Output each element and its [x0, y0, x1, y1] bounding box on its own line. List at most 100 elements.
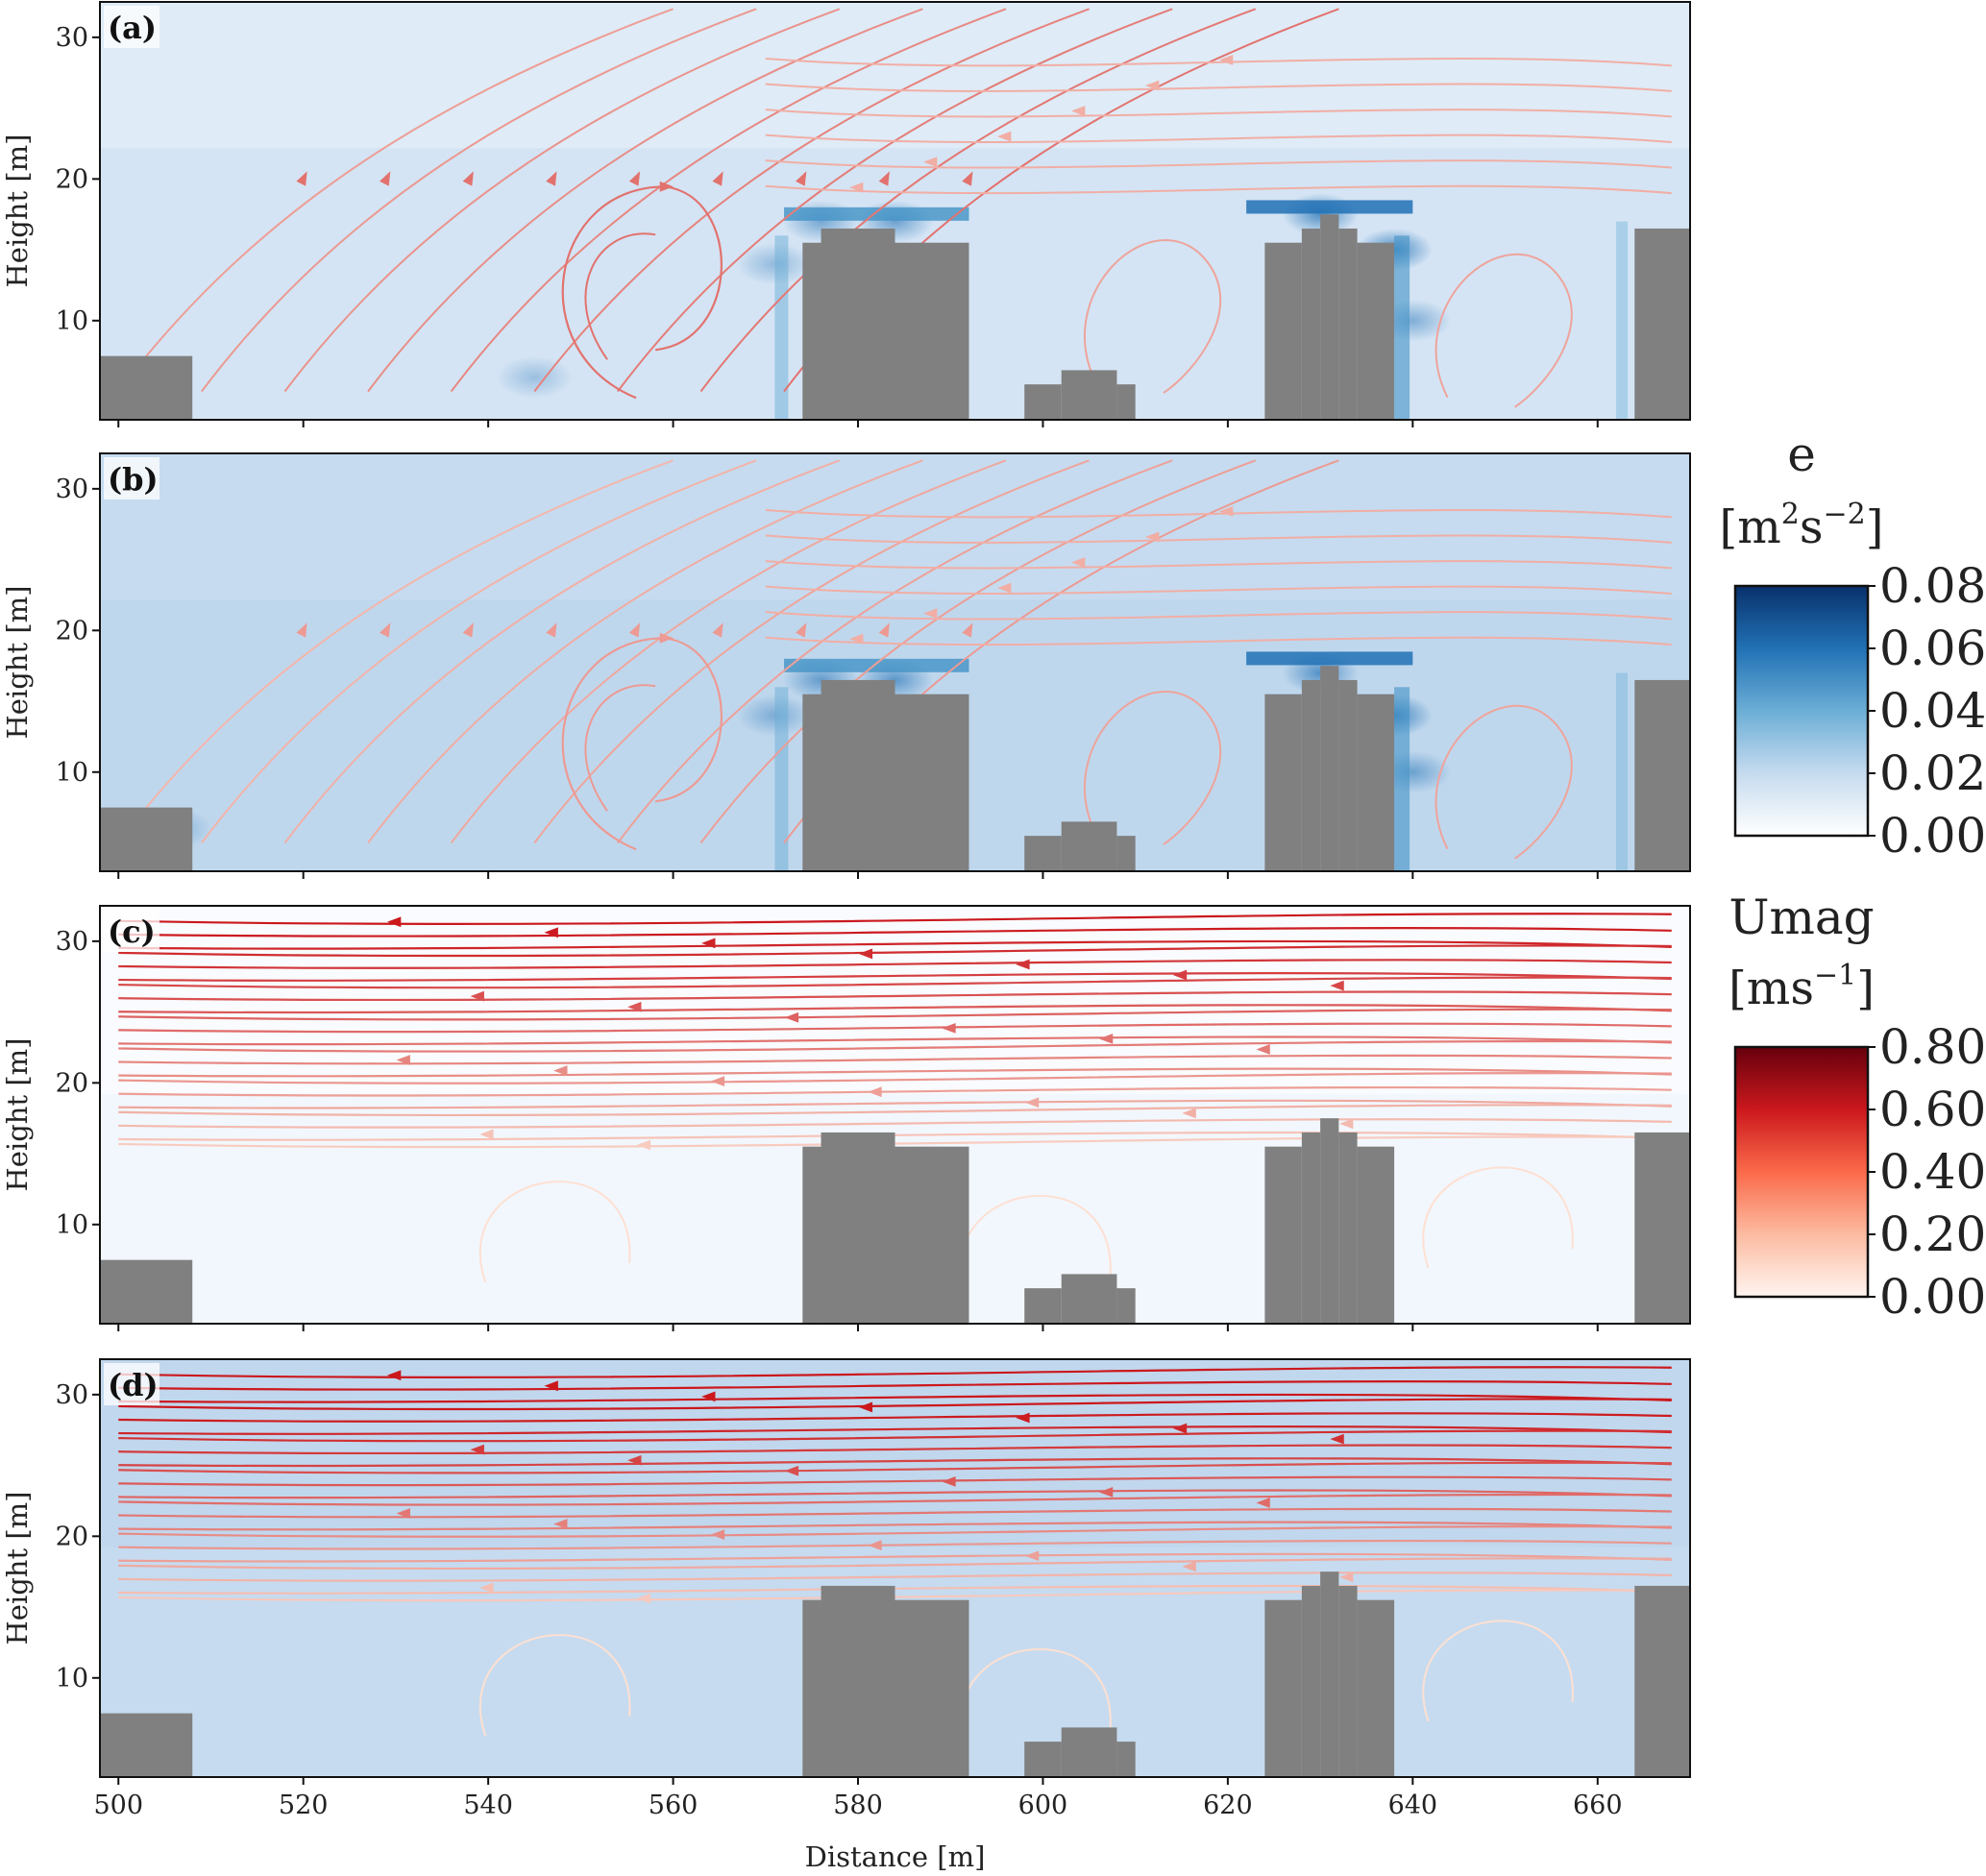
streamline: [118, 1429, 1672, 1443]
streamline-arrow: [470, 1444, 484, 1455]
streamline: [367, 459, 923, 844]
building: [1357, 1146, 1395, 1324]
streamline: [118, 1067, 1672, 1078]
streamline: [765, 109, 1672, 118]
y-axis-label: Height [m]: [1, 1038, 34, 1192]
streamline-arrow: [1182, 1561, 1196, 1572]
shear-layer: [1246, 200, 1413, 214]
building: [1301, 679, 1321, 871]
streamline: [765, 159, 1672, 169]
x-tick-label: 660: [1573, 1791, 1623, 1820]
colorbar-unit: [ms−1]: [1729, 959, 1875, 1015]
streamline-arrow: [849, 182, 864, 193]
streamline-arrow: [1144, 80, 1160, 91]
streamline: [765, 611, 1672, 621]
streamline: [117, 459, 674, 844]
building: [1061, 370, 1117, 420]
streamline-arrow: [710, 1076, 725, 1087]
streamline: [561, 637, 723, 851]
streamline: [1434, 253, 1573, 408]
streamline: [118, 1039, 1672, 1053]
streamline: [118, 1425, 1672, 1435]
shear-layer: [1616, 221, 1629, 420]
building: [1338, 679, 1358, 871]
streamline: [118, 1099, 1672, 1109]
streamline-arrow: [386, 1370, 402, 1381]
colorbar-title: e: [1787, 426, 1816, 482]
colorbar-tick-label: 0.00: [1879, 1269, 1986, 1325]
streamline-arrow: [1330, 980, 1344, 991]
streamline: [118, 1584, 1672, 1595]
colorbar-tick-label: 0.08: [1879, 558, 1986, 614]
streamline: [118, 1008, 1672, 1021]
streamline-arrow: [996, 582, 1012, 594]
streamline-arrow: [546, 622, 557, 638]
streamline: [118, 1135, 1672, 1149]
shear-layer: [774, 235, 789, 420]
streamline: [617, 459, 1173, 844]
building: [1338, 228, 1358, 420]
x-tick-label: 600: [1018, 1791, 1068, 1820]
streamline-arrow: [396, 1508, 410, 1519]
building: [1338, 1585, 1358, 1777]
streamline: [283, 8, 841, 393]
building: [1116, 1288, 1136, 1324]
colorbar-tick-label: 0.80: [1879, 1019, 1986, 1075]
streamline: [367, 8, 923, 393]
building: [1320, 666, 1339, 871]
streamline: [1422, 1620, 1574, 1722]
building: [1024, 384, 1062, 420]
building: [1116, 836, 1136, 871]
streamlines: [118, 1366, 1672, 1750]
panel-d: 10 20 30 500 520 540 560 580 600 620 640 660 Height …: [1, 1358, 1691, 1820]
axes-frame: [99, 1, 1691, 421]
streamline: [201, 8, 757, 393]
panel-label-bg: [104, 1363, 159, 1405]
streamline: [118, 1104, 1672, 1117]
y-tick-label: 30: [56, 927, 88, 957]
streamline-arrow: [380, 622, 391, 638]
streamline-arrow: [659, 632, 674, 644]
streamline-arrow: [712, 622, 723, 638]
y-tick-label: 10: [56, 1664, 88, 1693]
streamline-arrow: [868, 1540, 882, 1551]
streamline-arrow: [878, 622, 890, 638]
panel-label: (d): [108, 1367, 159, 1403]
streamline: [450, 8, 1007, 393]
building: [1264, 694, 1302, 871]
x-tick-label: 560: [649, 1791, 699, 1820]
colorbar-tick-label: 0.02: [1879, 745, 1986, 801]
x-tick-label: 580: [833, 1791, 883, 1820]
building: [1301, 1585, 1321, 1777]
building: [821, 679, 895, 871]
streamline-arrow: [1016, 1412, 1030, 1424]
streamline-arrow: [470, 990, 484, 1002]
streamline: [118, 927, 1672, 938]
y-axis-label: Height [m]: [1, 1492, 34, 1645]
streamline-arrow: [636, 1593, 651, 1604]
streamlines: [117, 459, 1672, 860]
y-tick-label: 20: [56, 1522, 88, 1551]
building: [100, 355, 193, 420]
building: [1634, 679, 1690, 871]
streamline: [118, 939, 1672, 950]
shear-layer: [1616, 672, 1629, 871]
streamline: [478, 1181, 631, 1283]
streamline-arrow: [1182, 1108, 1196, 1119]
streamline-arrow: [462, 622, 474, 638]
building: [1264, 1146, 1302, 1324]
x-tick-label: 500: [93, 1791, 143, 1820]
streamline: [118, 1444, 1672, 1455]
streamline: [450, 459, 1007, 844]
panel-label: (a): [108, 10, 157, 46]
panel-label-bg: [104, 457, 159, 499]
streamline-arrow: [1098, 1486, 1114, 1498]
building: [895, 242, 969, 420]
tke-hotspot: [496, 355, 574, 399]
field-upper-shade: [100, 2, 1690, 149]
streamline: [118, 1525, 1672, 1538]
unit-superscript: −1: [1814, 959, 1856, 992]
streamline-arrow: [710, 1529, 725, 1541]
colorbar-tick-label: 0.40: [1879, 1144, 1986, 1200]
